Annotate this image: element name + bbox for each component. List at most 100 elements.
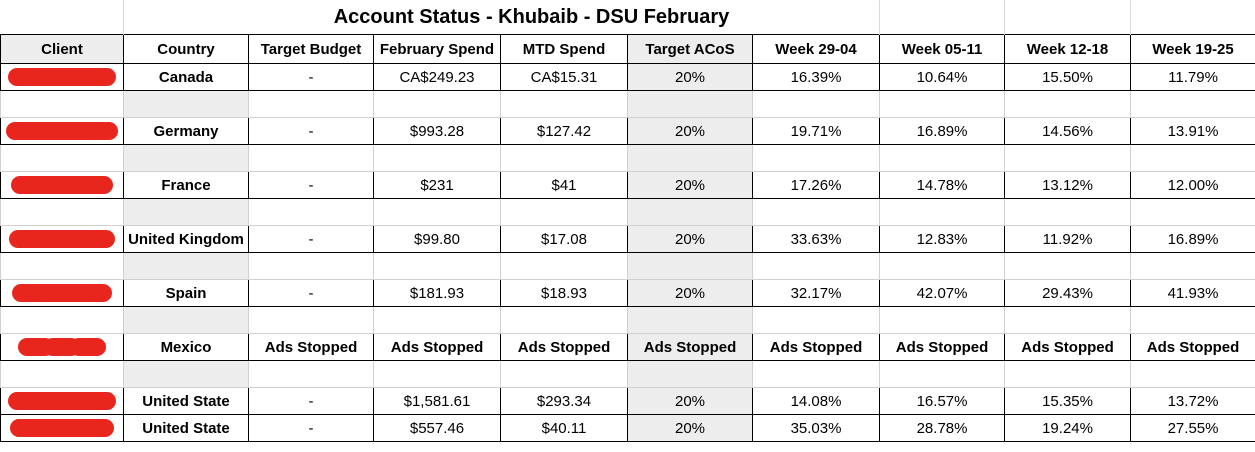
feb-cell[interactable]: $1,581.61 bbox=[373, 387, 501, 415]
empty-cell[interactable] bbox=[627, 198, 753, 226]
empty-cell[interactable] bbox=[248, 252, 374, 280]
empty-cell[interactable] bbox=[751, 198, 881, 226]
mtd-cell[interactable]: $17.08 bbox=[500, 225, 628, 253]
empty-cell[interactable] bbox=[751, 144, 881, 172]
empty-cell[interactable] bbox=[373, 144, 501, 172]
empty-cell[interactable] bbox=[1004, 90, 1132, 118]
mtd-cell[interactable]: $41 bbox=[500, 171, 628, 199]
empty-cell[interactable] bbox=[373, 252, 501, 280]
w4-cell[interactable]: 27.55% bbox=[1130, 414, 1255, 442]
w4-cell[interactable]: 41.93% bbox=[1130, 279, 1255, 307]
empty-cell[interactable] bbox=[879, 90, 1006, 118]
empty-cell[interactable] bbox=[123, 198, 249, 226]
empty-cell[interactable] bbox=[500, 252, 628, 280]
empty-cell[interactable] bbox=[0, 306, 124, 334]
empty-cell[interactable] bbox=[500, 90, 628, 118]
w3-cell[interactable]: 14.56% bbox=[1004, 117, 1132, 145]
header-week-12-18[interactable]: Week 12-18 bbox=[1004, 34, 1132, 64]
w4-cell[interactable]: 16.89% bbox=[1130, 225, 1255, 253]
empty-cell[interactable] bbox=[1004, 252, 1132, 280]
feb-cell[interactable]: $993.28 bbox=[373, 117, 501, 145]
w2-cell[interactable]: 28.78% bbox=[879, 414, 1006, 442]
empty-cell[interactable] bbox=[627, 360, 753, 388]
country-cell[interactable]: United State bbox=[123, 414, 249, 442]
empty-cell[interactable] bbox=[1004, 360, 1132, 388]
w4-cell[interactable]: 12.00% bbox=[1130, 171, 1255, 199]
empty-cell[interactable] bbox=[1130, 360, 1255, 388]
acos-cell[interactable]: 20% bbox=[627, 225, 753, 253]
feb-cell[interactable]: $557.46 bbox=[373, 414, 501, 442]
empty-cell[interactable] bbox=[0, 144, 124, 172]
empty-cell[interactable] bbox=[1130, 198, 1255, 226]
w4-cell[interactable]: 13.72% bbox=[1130, 387, 1255, 415]
empty-cell[interactable] bbox=[500, 144, 628, 172]
mtd-cell[interactable]: $293.34 bbox=[500, 387, 628, 415]
empty-cell[interactable] bbox=[123, 90, 249, 118]
client-cell[interactable] bbox=[0, 279, 124, 307]
country-cell[interactable]: Mexico bbox=[123, 333, 249, 361]
acos-cell[interactable]: 20% bbox=[627, 117, 753, 145]
client-cell[interactable] bbox=[0, 63, 124, 91]
budget-cell[interactable]: - bbox=[248, 225, 374, 253]
feb-cell[interactable]: $181.93 bbox=[373, 279, 501, 307]
empty-cell[interactable] bbox=[1130, 252, 1255, 280]
w1-cell[interactable]: 35.03% bbox=[751, 414, 881, 442]
header-client[interactable]: Client bbox=[0, 34, 124, 64]
country-cell[interactable]: Canada bbox=[123, 63, 249, 91]
header-week-29-04[interactable]: Week 29-04 bbox=[751, 34, 881, 64]
feb-cell[interactable]: $231 bbox=[373, 171, 501, 199]
mtd-cell[interactable]: Ads Stopped bbox=[500, 333, 628, 361]
w2-cell[interactable]: 14.78% bbox=[879, 171, 1006, 199]
w3-cell[interactable]: 13.12% bbox=[1004, 171, 1132, 199]
empty-cell[interactable] bbox=[248, 306, 374, 334]
country-cell[interactable]: France bbox=[123, 171, 249, 199]
budget-cell[interactable]: - bbox=[248, 414, 374, 442]
client-cell[interactable] bbox=[0, 225, 124, 253]
budget-cell[interactable]: - bbox=[248, 279, 374, 307]
empty-cell[interactable] bbox=[1130, 306, 1255, 334]
w3-cell[interactable]: 15.50% bbox=[1004, 63, 1132, 91]
acos-cell[interactable]: Ads Stopped bbox=[627, 333, 753, 361]
w1-cell[interactable]: 17.26% bbox=[751, 171, 881, 199]
mtd-cell[interactable]: $127.42 bbox=[500, 117, 628, 145]
country-cell[interactable]: United State bbox=[123, 387, 249, 415]
feb-cell[interactable]: CA$249.23 bbox=[373, 63, 501, 91]
header-february-spend[interactable]: February Spend bbox=[373, 34, 501, 64]
empty-cell[interactable] bbox=[751, 360, 881, 388]
empty-cell[interactable] bbox=[123, 360, 249, 388]
w1-cell[interactable]: 19.71% bbox=[751, 117, 881, 145]
w4-cell[interactable]: 13.91% bbox=[1130, 117, 1255, 145]
budget-cell[interactable]: - bbox=[248, 171, 374, 199]
w2-cell[interactable]: 12.83% bbox=[879, 225, 1006, 253]
empty-cell[interactable] bbox=[1004, 198, 1132, 226]
w2-cell[interactable]: 16.57% bbox=[879, 387, 1006, 415]
w3-cell[interactable]: 15.35% bbox=[1004, 387, 1132, 415]
empty-cell[interactable] bbox=[1004, 306, 1132, 334]
header-target-budget[interactable]: Target Budget bbox=[248, 34, 374, 64]
empty-cell[interactable] bbox=[0, 90, 124, 118]
empty-cell[interactable] bbox=[123, 252, 249, 280]
empty-cell[interactable] bbox=[751, 90, 881, 118]
acos-cell[interactable]: 20% bbox=[627, 171, 753, 199]
w1-cell[interactable]: Ads Stopped bbox=[751, 333, 881, 361]
empty-cell[interactable] bbox=[373, 306, 501, 334]
empty-cell[interactable] bbox=[500, 306, 628, 334]
empty-cell[interactable] bbox=[627, 252, 753, 280]
empty-cell[interactable] bbox=[0, 198, 124, 226]
empty-cell[interactable] bbox=[248, 90, 374, 118]
acos-cell[interactable]: 20% bbox=[627, 279, 753, 307]
acos-cell[interactable]: 20% bbox=[627, 63, 753, 91]
empty-cell[interactable] bbox=[879, 198, 1006, 226]
empty-cell[interactable] bbox=[879, 144, 1006, 172]
w3-cell[interactable]: 11.92% bbox=[1004, 225, 1132, 253]
empty-cell[interactable] bbox=[1130, 144, 1255, 172]
empty-cell[interactable] bbox=[123, 144, 249, 172]
w2-cell[interactable]: 10.64% bbox=[879, 63, 1006, 91]
w4-cell[interactable]: 11.79% bbox=[1130, 63, 1255, 91]
budget-cell[interactable]: Ads Stopped bbox=[248, 333, 374, 361]
empty-cell[interactable] bbox=[1004, 144, 1132, 172]
header-week-05-11[interactable]: Week 05-11 bbox=[879, 34, 1006, 64]
w1-cell[interactable]: 32.17% bbox=[751, 279, 881, 307]
empty-cell[interactable] bbox=[627, 144, 753, 172]
acos-cell[interactable]: 20% bbox=[627, 387, 753, 415]
